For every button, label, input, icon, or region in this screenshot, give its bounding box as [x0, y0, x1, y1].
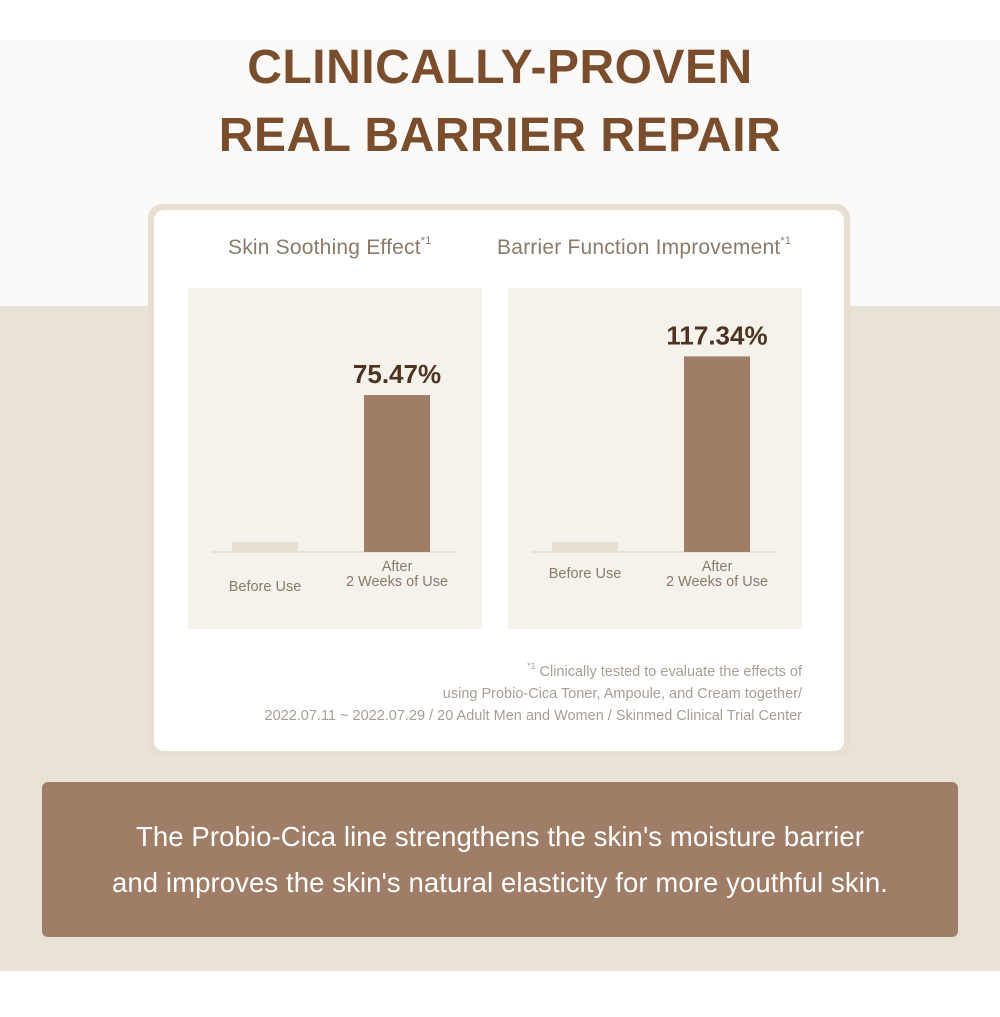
summary-message-box: The Probio-Cica line strengthens the ski…	[42, 782, 958, 937]
footnote-line-2: using Probio-Cica Toner, Ampoule, and Cr…	[442, 685, 802, 702]
category-label: After	[702, 559, 733, 575]
footnote-marker: *1	[526, 661, 536, 671]
summary-line-1: The Probio-Cica line strengthens the ski…	[135, 820, 865, 852]
category-label: Before Use	[229, 579, 302, 595]
clinical-footnote: *1 Clinically tested to evaluate the eff…	[265, 656, 803, 727]
data-label: 75.47%	[353, 359, 441, 389]
chart-panel-soothing: Before Use 75.47% After 2 Weeks of Use	[188, 288, 482, 629]
bar-after	[684, 356, 750, 552]
footnote-marker: *1	[780, 235, 792, 247]
category-label: Before Use	[549, 566, 622, 582]
bar-before	[232, 542, 298, 552]
category-label: 2 Weeks of Use	[666, 574, 768, 590]
footnote-line-1: Clinically tested to evaluate the effect…	[539, 663, 803, 680]
chart-title-barrier: Barrier Function Improvement*1	[497, 235, 792, 260]
category-label: 2 Weeks of Use	[346, 574, 448, 590]
bar-after	[364, 395, 430, 552]
category-label: After	[382, 559, 413, 575]
footnote-line-3: 2022.07.11 ~ 2022.07.29 / 20 Adult Men a…	[264, 707, 803, 724]
headline-line-2: REAL BARRIER REPAIR	[218, 109, 782, 162]
data-label: 117.34%	[666, 320, 767, 350]
top-margin	[0, 0, 1000, 40]
chart-title-text: Barrier Function Improvement	[497, 236, 781, 259]
summary-line-2: and improves the skin's natural elastici…	[111, 866, 889, 898]
chart-panel-barrier: Before Use 117.34% After 2 Weeks of Use	[508, 288, 802, 629]
headline-line-1: CLINICALLY-PROVEN	[247, 41, 753, 94]
bottom-margin	[0, 971, 1000, 1017]
bar-before	[552, 542, 618, 552]
chart-title-soothing: Skin Soothing Effect*1	[228, 235, 432, 260]
chart-title-text: Skin Soothing Effect	[228, 236, 421, 259]
footnote-marker: *1	[420, 235, 432, 247]
